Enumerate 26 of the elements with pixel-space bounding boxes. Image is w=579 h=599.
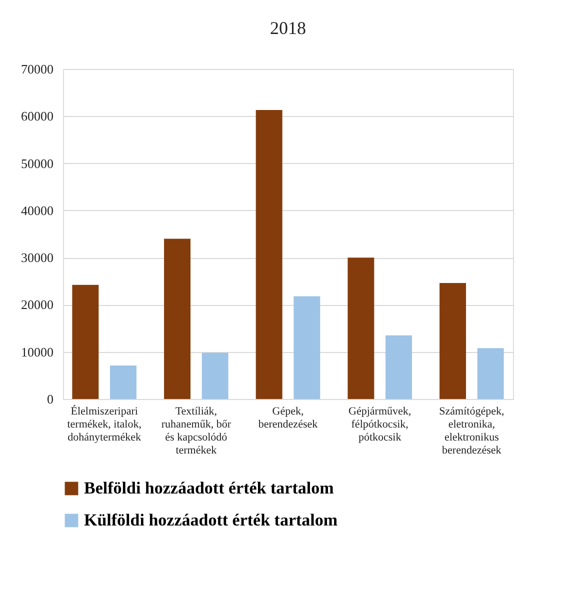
legend-label: Belföldi hozzáadott érték tartalom xyxy=(84,478,334,498)
x-tick-label: Élelmiszeripari termékek, italok, dohánytermékek xyxy=(67,404,142,444)
chart-title: 2018 xyxy=(270,18,306,38)
x-tick-label: Textíliák, ruhaneműk, bőr és kapcsolódó termékek xyxy=(161,406,232,456)
y-tick-label: 10000 xyxy=(21,344,54,360)
bar xyxy=(294,296,320,399)
bar xyxy=(348,258,374,399)
y-tick-label: 40000 xyxy=(21,202,54,218)
bar xyxy=(477,348,504,399)
bar xyxy=(72,284,99,399)
y-tick-label: 60000 xyxy=(21,108,54,124)
x-tick-label: Számítógépek, eletronika, elektronikus berendezések xyxy=(439,406,504,456)
y-tick-label: 20000 xyxy=(21,297,54,312)
y-tick-label: 50000 xyxy=(21,156,54,171)
y-tick-label: 0 xyxy=(47,392,54,406)
x-tick-label: Gépjárművek, félpótkocsik, pótkocsik xyxy=(348,406,412,444)
bar xyxy=(256,110,282,399)
legend-label: Külföldi hozzáadott érték tartalom xyxy=(84,510,338,530)
y-tick-label: 70000 xyxy=(21,62,54,76)
bar xyxy=(164,238,190,399)
y-tick-label: 30000 xyxy=(21,250,54,266)
bar xyxy=(386,335,412,399)
bar xyxy=(110,366,136,399)
x-tick-label: Gépek, berendezések xyxy=(258,406,318,430)
bar xyxy=(440,283,466,399)
bar xyxy=(202,352,228,399)
